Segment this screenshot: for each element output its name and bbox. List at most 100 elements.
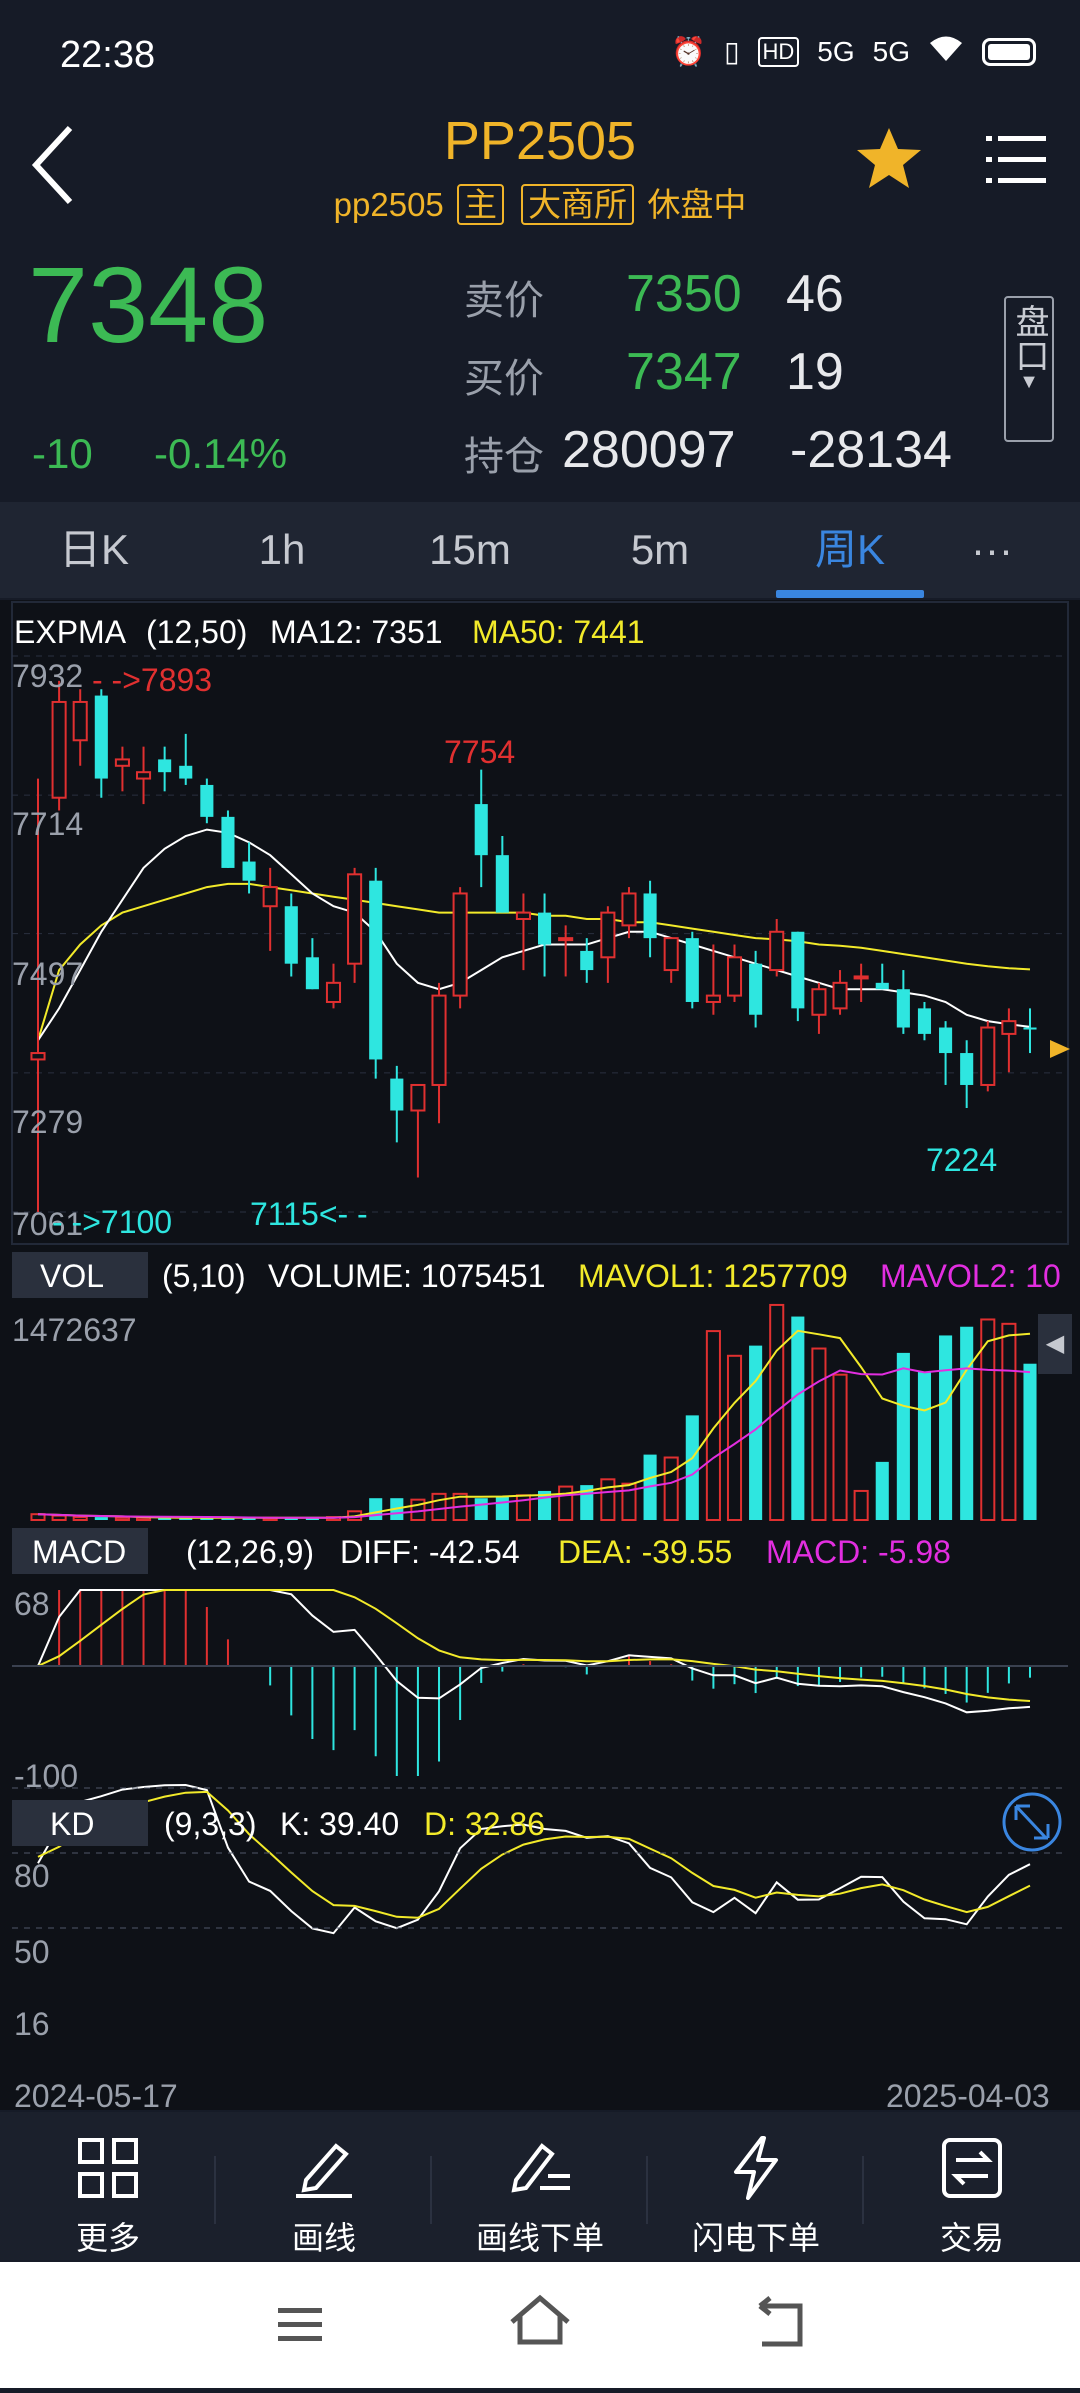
tab-weekly[interactable]: 周K <box>814 526 885 573</box>
toolbar-divider <box>214 2156 216 2224</box>
draw-order-button[interactable]: 画线下单 <box>440 2112 640 2260</box>
diff-line <box>37 1589 1031 1714</box>
diff-value: DIFF: -42.54 <box>340 1534 520 1570</box>
macd-indicator-selector[interactable]: MACD <box>12 1528 148 1574</box>
volume-bar <box>621 1482 637 1521</box>
signal-icon-2: 5G <box>872 35 910 67</box>
bid-price: 7347 <box>626 343 742 401</box>
open-interest-change: -28134 <box>790 421 952 479</box>
candlesticks <box>30 680 1037 1212</box>
vol-indicator-selector[interactable]: VOL <box>12 1252 148 1298</box>
candle <box>875 963 889 990</box>
list-menu-button[interactable] <box>984 130 1048 190</box>
grid-icon <box>78 2138 138 2198</box>
annotation-high: - ->7893 <box>92 662 213 698</box>
volume-bar <box>853 1489 869 1521</box>
home-icon <box>510 2294 570 2345</box>
price-change-percent: -0.14% <box>154 430 288 477</box>
candle <box>262 867 278 951</box>
bid-volume: 19 <box>786 343 844 401</box>
exchange-badge: 大商所 <box>521 184 635 225</box>
trade-button[interactable]: 交易 <box>872 2112 1072 2260</box>
mavol2-line <box>37 1367 1031 1519</box>
volume-ma-lines <box>37 1329 1031 1519</box>
candle <box>769 918 785 977</box>
more-button[interactable]: 更多 <box>8 2112 208 2260</box>
fullscreen-button[interactable] <box>1002 1792 1062 1852</box>
back-button[interactable] <box>26 120 96 210</box>
tab-15m[interactable]: 15m <box>429 526 511 573</box>
kd-tick-50: 50 <box>14 1934 50 1970</box>
volume-value: VOLUME: 1075451 <box>268 1258 546 1294</box>
status-icons: ⏰ ▯ HD 5G 5G <box>671 34 1036 69</box>
volume-bar <box>558 1485 574 1521</box>
y-tick-7279: 7279 <box>12 1104 84 1140</box>
draw-line-button[interactable]: 画线 <box>224 2112 424 2260</box>
collapse-panel-button[interactable]: ◀ <box>1038 1314 1072 1374</box>
candle <box>980 1021 996 1092</box>
candle <box>811 982 827 1034</box>
candle <box>749 950 763 1028</box>
candle <box>94 689 108 798</box>
toolbar-divider <box>646 2156 648 2224</box>
candle <box>200 778 214 824</box>
main-contract-badge: 主 <box>456 184 504 225</box>
candle <box>538 893 552 977</box>
candle <box>347 867 363 983</box>
volume-bar <box>791 1316 805 1520</box>
system-nav-bar <box>0 2262 1080 2388</box>
volume-bar <box>410 1498 426 1521</box>
candle <box>30 778 46 1212</box>
recents-button[interactable] <box>278 2308 322 2341</box>
vol-label: VOL <box>40 1258 105 1294</box>
chart-area[interactable]: EXPMA (12,50) MA12: 7351 MA50: 7441 7932… <box>0 600 1080 2114</box>
candle <box>1023 1008 1037 1054</box>
macd-top-tick: 68 <box>14 1586 50 1622</box>
menu-icon <box>278 2308 322 2341</box>
kd-label: KD <box>50 1806 95 1842</box>
flash-order-button[interactable]: 闪电下单 <box>656 2112 856 2260</box>
back-nav-button[interactable] <box>758 2296 803 2347</box>
mavol2-value: MAVOL2: 10 <box>880 1258 1061 1294</box>
volume-bar <box>158 1517 172 1520</box>
tab-daily[interactable]: 日K <box>58 526 129 573</box>
favorite-button[interactable] <box>854 124 924 194</box>
kd-indicator-selector[interactable]: KD <box>12 1800 148 1846</box>
candle <box>495 836 509 913</box>
lightning-icon <box>734 2136 778 2200</box>
kline-chart[interactable] <box>0 600 1080 2110</box>
home-button[interactable] <box>510 2294 570 2345</box>
candle <box>726 944 743 1002</box>
status-bar: 22:38 ⏰ ▯ HD 5G 5G <box>0 0 1080 110</box>
tab-5m[interactable]: 5m <box>630 526 690 573</box>
ask-label: 卖价 <box>464 279 544 323</box>
volume-bar <box>1001 1322 1017 1521</box>
flash-order-label: 闪电下单 <box>691 2220 820 2256</box>
more-label: 更多 <box>75 2220 140 2256</box>
kd-tick-16: 16 <box>14 2006 50 2042</box>
candle <box>832 970 848 1015</box>
candle <box>515 893 531 971</box>
candle <box>179 733 193 785</box>
candle <box>284 893 298 977</box>
candle <box>114 746 130 792</box>
volume-bar <box>495 1496 509 1520</box>
volume-bars <box>30 1303 1037 1522</box>
volume-bar <box>685 1415 699 1520</box>
volume-bar <box>749 1345 763 1520</box>
macd-params: (12,26,9) <box>186 1534 315 1570</box>
macd-histogram <box>37 1589 1031 1776</box>
candle <box>791 931 805 1022</box>
candle <box>242 842 256 894</box>
tab-1h[interactable]: 1h <box>258 526 306 573</box>
candle <box>410 1083 426 1178</box>
candle <box>663 937 679 983</box>
open-interest: 280097 <box>562 421 736 479</box>
tab-more[interactable]: ··· <box>971 526 1013 573</box>
candle <box>960 1040 974 1108</box>
volume-bar <box>369 1498 383 1520</box>
alarm-icon: ⏰ <box>671 36 707 67</box>
draw-order-label: 画线下单 <box>475 2220 604 2256</box>
order-book-button[interactable]: 盘口 ▼ <box>1004 296 1054 442</box>
pen-icon <box>296 2143 352 2198</box>
